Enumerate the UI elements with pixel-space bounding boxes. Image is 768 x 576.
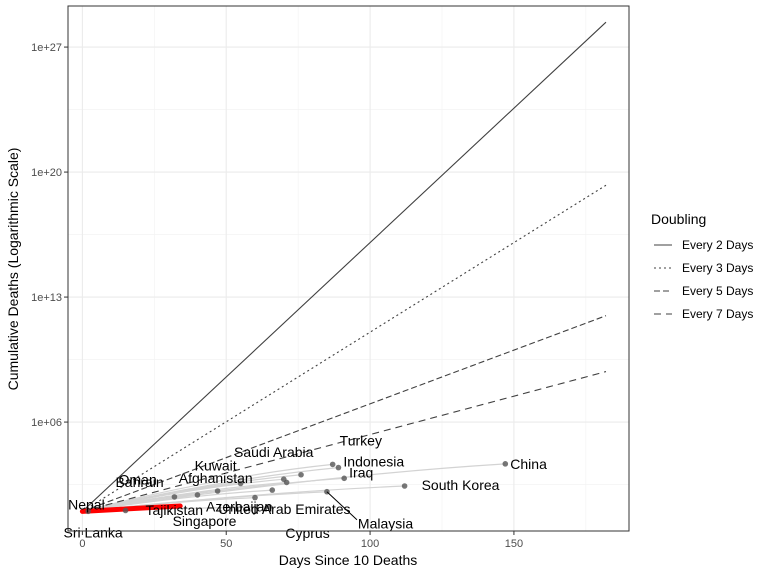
country-label: Bahrain (115, 474, 163, 490)
legend-label: Every 3 Days (682, 261, 753, 275)
country-point (336, 465, 342, 471)
y-tick-label: 1e+13 (31, 292, 62, 304)
x-tick-label: 50 (220, 538, 232, 550)
legend-label: Every 5 Days (682, 284, 753, 298)
country-point (298, 472, 304, 478)
country-point (402, 483, 408, 489)
country-point (123, 508, 129, 514)
country-point (172, 494, 178, 500)
x-axis-title: Days Since 10 Deaths (279, 552, 418, 568)
legend: Doubling Every 2 Days Every 3 Days Every 5… (651, 211, 753, 321)
country-label: South Korea (422, 477, 500, 493)
y-axis-title: Cumulative Deaths (Logarithmic Scale) (5, 148, 21, 391)
country-label: Turkey (340, 432, 382, 448)
country-label: Malaysia (358, 516, 413, 532)
country-label: Saudi Arabia (234, 444, 314, 460)
country-label: Nepal (68, 496, 105, 512)
x-tick-label: 150 (505, 538, 523, 550)
legend-label: Every 2 Days (682, 238, 753, 252)
country-label: Iraq (349, 464, 373, 480)
country-label: Cyprus (285, 525, 329, 541)
x-tick-label: 100 (361, 538, 379, 550)
y-tick-label: 1e+27 (31, 42, 62, 54)
y-tick-label: 1e+06 (31, 417, 62, 429)
y-axis-ticks: 1e+06 1e+13 1e+20 1e+27 (31, 42, 68, 429)
y-tick-label: 1e+20 (31, 167, 62, 179)
country-label: China (510, 456, 547, 472)
country-label: Afghanistan (179, 470, 253, 486)
country-point (341, 476, 347, 482)
country-point (502, 461, 508, 467)
legend-title: Doubling (651, 211, 706, 227)
country-point (281, 476, 287, 482)
country-point (195, 492, 201, 498)
country-point (269, 487, 275, 493)
country-point (215, 488, 221, 494)
country-point (330, 462, 336, 468)
legend-label: Every 7 Days (682, 307, 753, 321)
country-label: Tajikistan (145, 502, 203, 518)
panel-background (68, 6, 629, 531)
x-tick-label: 0 (79, 538, 85, 550)
country-label: Sri Lanka (64, 524, 123, 540)
